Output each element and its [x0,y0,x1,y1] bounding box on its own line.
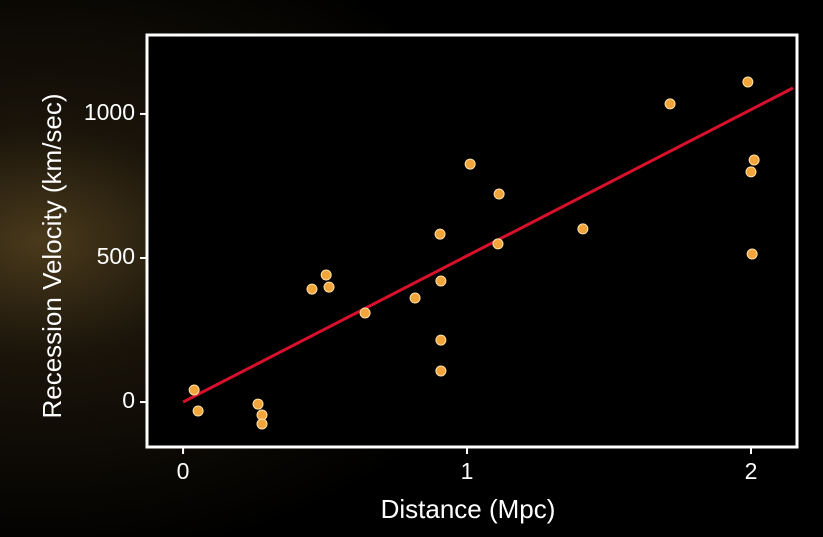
trend-line [182,86,794,404]
y-tick-label: 500 [97,243,135,269]
x-tick-label: 0 [177,458,190,484]
data-point [320,269,332,281]
y-tick-label: 0 [122,387,135,413]
data-point [748,154,760,166]
data-point [306,283,318,295]
plot-frame [145,33,799,449]
data-point [464,158,476,170]
data-point [434,228,446,240]
data-point [435,275,447,287]
data-point [746,248,758,260]
data-point [493,188,505,200]
data-point [188,384,200,396]
data-point [256,418,268,430]
data-point [435,365,447,377]
x-tick-label: 1 [461,458,474,484]
data-point [192,405,204,417]
x-tick-label: 2 [745,458,758,484]
data-point [664,98,676,110]
data-point [359,307,371,319]
data-point [435,334,447,346]
data-point [745,166,757,178]
data-point [409,292,421,304]
data-point [742,76,754,88]
data-point [577,223,589,235]
y-tick-label: 1000 [84,99,135,125]
y-axis-label: Recession Velocity (km/sec) [37,93,67,418]
x-axis-label: Distance (Mpc) [381,494,556,524]
data-point [492,238,504,250]
data-point [252,398,264,410]
data-point [323,281,335,293]
